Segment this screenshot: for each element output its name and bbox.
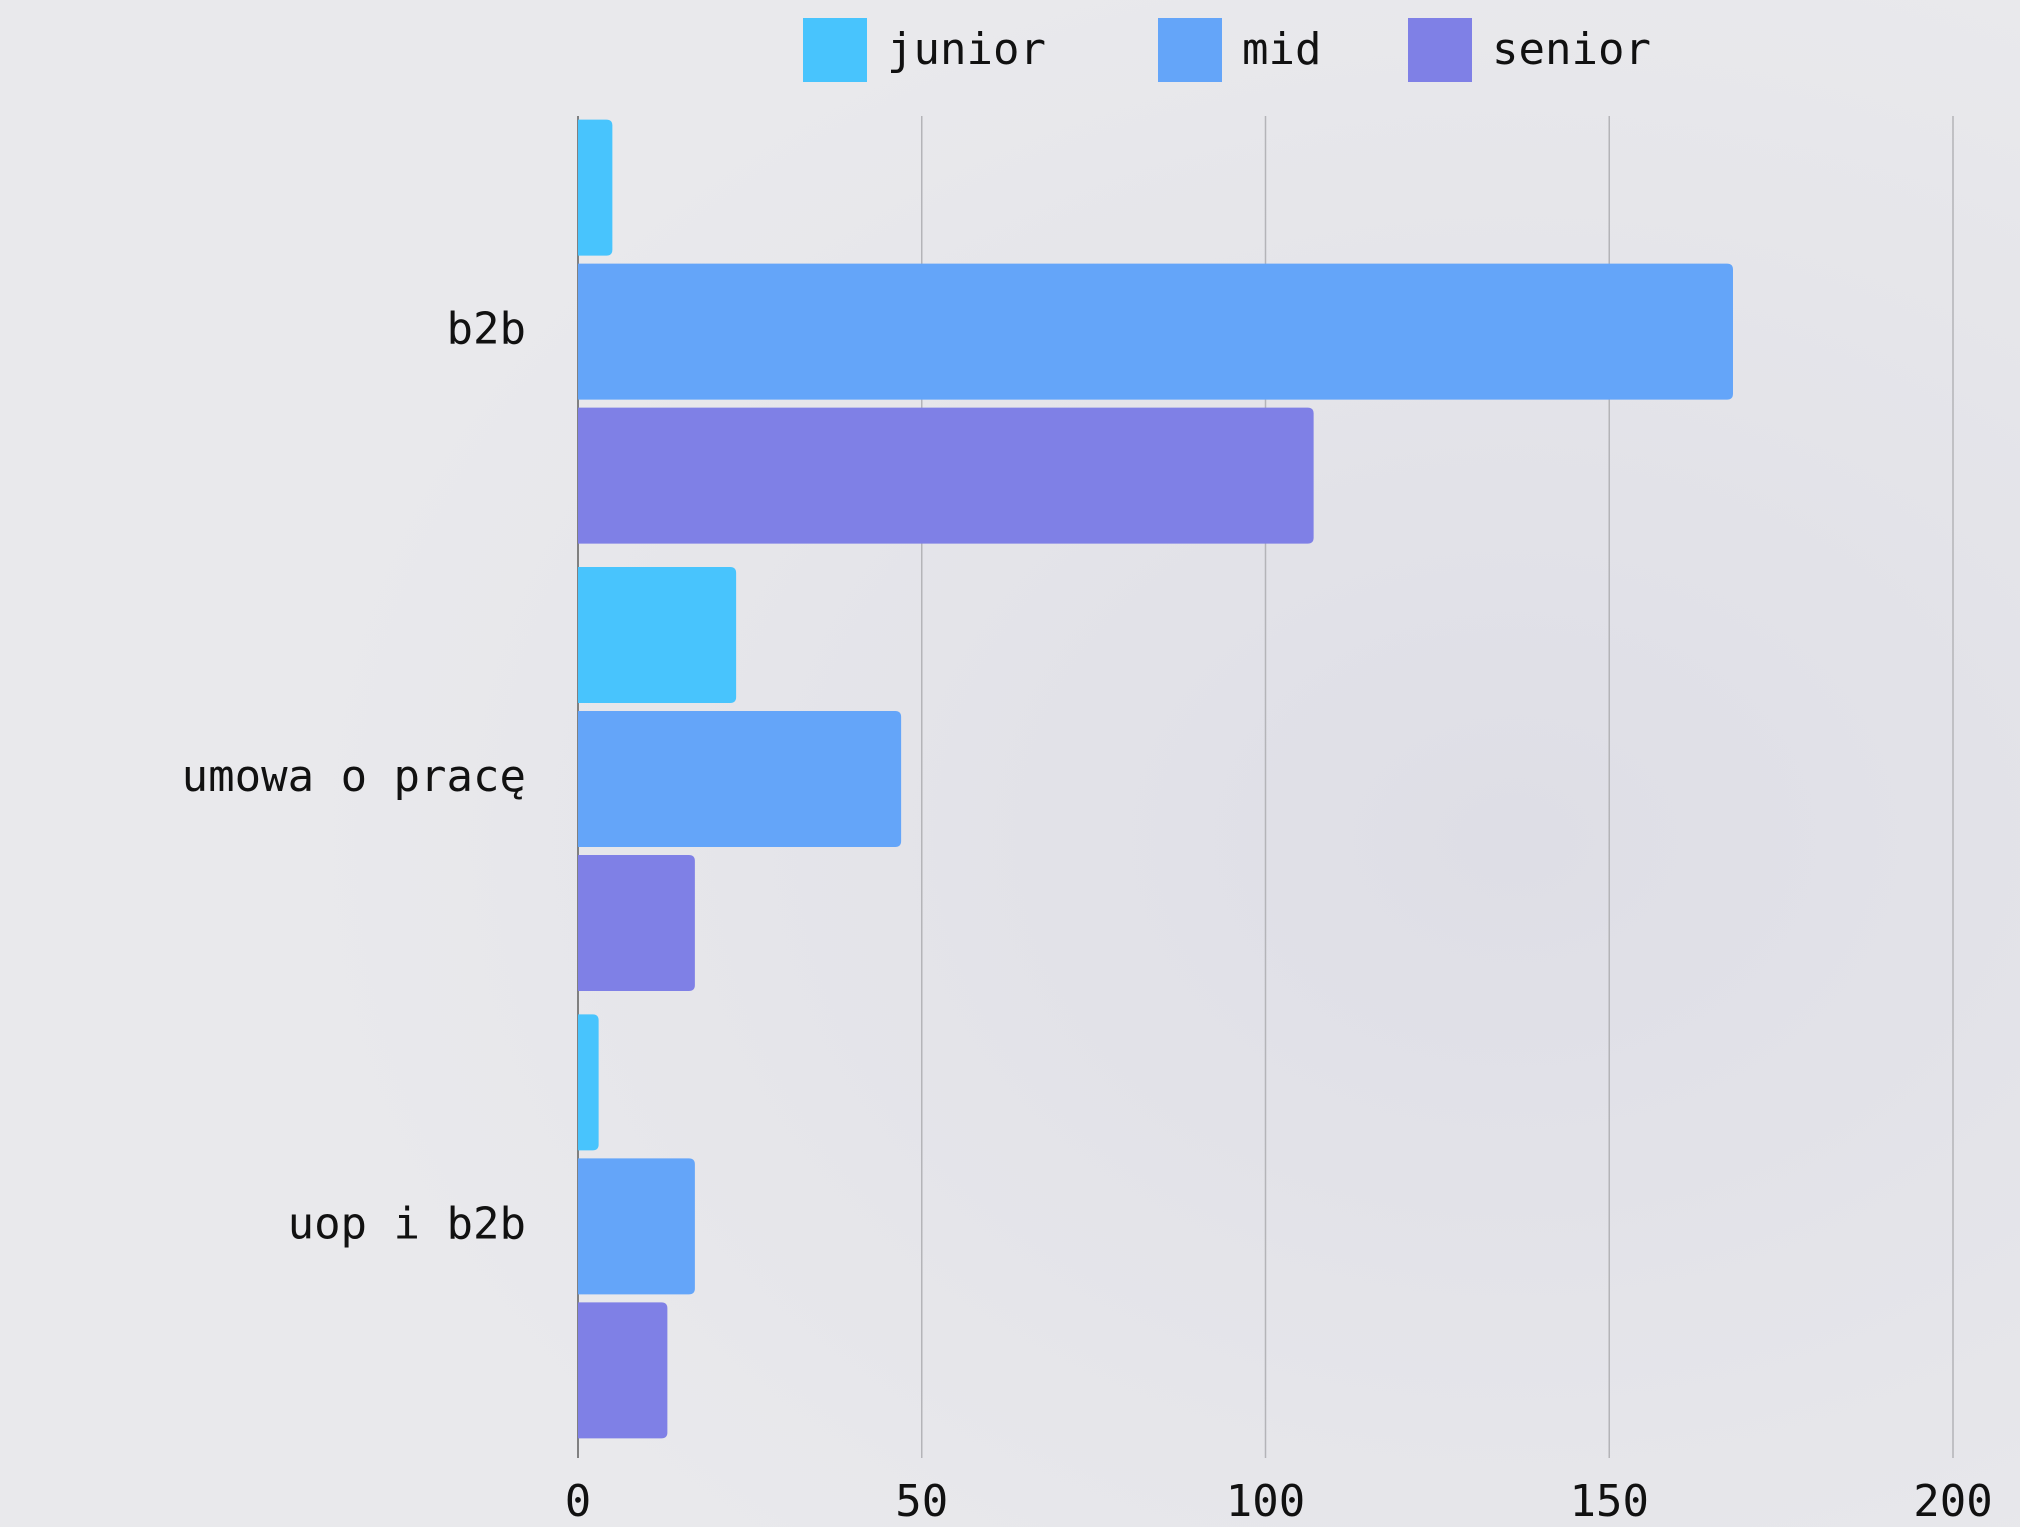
bar	[578, 119, 613, 256]
legend-label: senior	[1492, 24, 1651, 75]
x-tick-label: 200	[1913, 1476, 1992, 1527]
legend-label: junior	[887, 24, 1046, 75]
bar	[578, 567, 737, 703]
bar	[578, 1302, 668, 1439]
legend-swatch	[1158, 18, 1222, 82]
bar	[578, 407, 1314, 544]
x-tick-label: 50	[895, 1476, 948, 1527]
bar	[578, 1014, 599, 1151]
bar	[578, 1158, 695, 1295]
legend-swatch	[803, 18, 867, 82]
legend-label: mid	[1242, 24, 1321, 75]
y-tick-label: uop i b2b	[288, 1198, 526, 1249]
y-tick-label: b2b	[447, 304, 526, 355]
bar	[578, 855, 695, 991]
x-tick-label: 0	[565, 1476, 592, 1527]
y-tick-label: umowa o pracę	[182, 751, 526, 802]
bar	[578, 711, 902, 847]
x-tick-label: 100	[1226, 1476, 1305, 1527]
bar	[578, 263, 1733, 400]
legend-swatch	[1408, 18, 1472, 82]
x-tick-label: 150	[1570, 1476, 1649, 1527]
